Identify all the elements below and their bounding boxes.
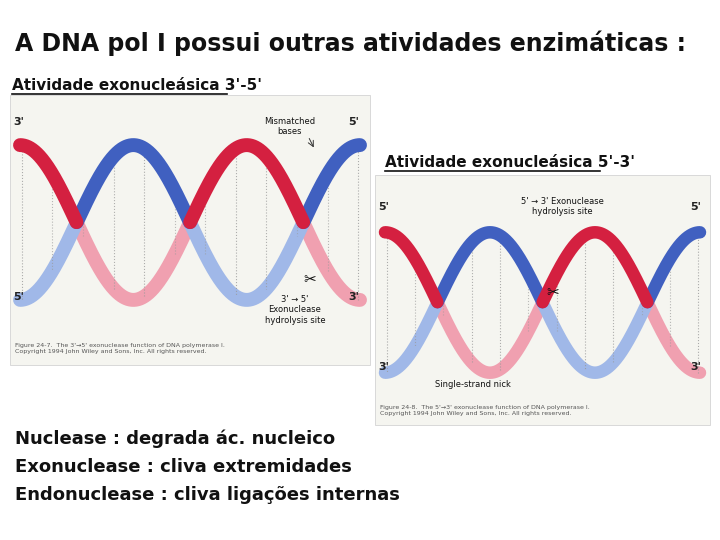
FancyBboxPatch shape: [375, 175, 710, 425]
Text: 3' → 5'
Exonuclease
hydrolysis site: 3' → 5' Exonuclease hydrolysis site: [265, 295, 325, 325]
Text: Single-strand nick: Single-strand nick: [435, 380, 511, 389]
Text: 5': 5': [13, 292, 24, 302]
Text: 3': 3': [348, 292, 359, 302]
Text: Atividade exonucleásica 3'-5': Atividade exonucleásica 3'-5': [12, 78, 262, 93]
Text: 5': 5': [378, 202, 389, 212]
Text: ✂: ✂: [546, 285, 559, 300]
Text: Figure 24-8.  The 5'→3' exonuclease function of DNA polymerase I.
Copyright 1994: Figure 24-8. The 5'→3' exonuclease funct…: [380, 405, 590, 416]
Text: Exonuclease : cliva extremidades: Exonuclease : cliva extremidades: [15, 458, 352, 476]
Text: ✂: ✂: [304, 273, 316, 287]
Text: Endonuclease : cliva ligações internas: Endonuclease : cliva ligações internas: [15, 486, 400, 504]
Text: Nuclease : degrada ác. nucleico: Nuclease : degrada ác. nucleico: [15, 430, 335, 449]
Text: 3': 3': [690, 362, 701, 372]
Text: Figure 24-7.  The 3'→5' exonuclease function of DNA polymerase I.
Copyright 1994: Figure 24-7. The 3'→5' exonuclease funct…: [15, 343, 225, 354]
Text: A DNA pol I possui outras atividades enzimáticas :: A DNA pol I possui outras atividades enz…: [15, 30, 686, 56]
Text: Mismatched
bases: Mismatched bases: [264, 117, 315, 137]
Text: 5': 5': [690, 202, 701, 212]
Text: 5': 5': [348, 117, 359, 127]
Text: 3': 3': [13, 117, 24, 127]
FancyBboxPatch shape: [10, 95, 370, 365]
Text: Atividade exonucleásica 5'-3': Atividade exonucleásica 5'-3': [385, 155, 635, 170]
Text: 5' → 3' Exonuclease
hydrolysis site: 5' → 3' Exonuclease hydrolysis site: [521, 197, 604, 217]
Text: 3': 3': [378, 362, 389, 372]
